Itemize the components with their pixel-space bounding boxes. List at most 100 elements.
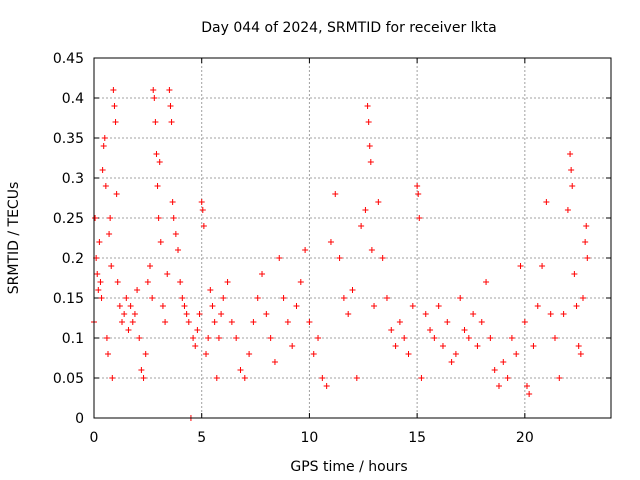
data-point: [134, 287, 141, 293]
data-point: [517, 263, 524, 269]
data-point: [183, 311, 190, 317]
data-point: [452, 351, 459, 357]
data-point: [280, 295, 287, 301]
data-point: [144, 279, 151, 285]
data-point: [233, 335, 240, 341]
data-point: [297, 279, 304, 285]
data-point: [100, 143, 107, 149]
data-point: [523, 383, 530, 389]
data-point: [564, 207, 571, 213]
data-point: [530, 343, 537, 349]
data-point: [129, 319, 136, 325]
data-point: [560, 311, 567, 317]
y-tick-label: 0.3: [62, 171, 84, 187]
data-point: [95, 287, 102, 293]
data-point: [418, 375, 425, 381]
data-point: [571, 271, 578, 277]
y-tick-label: 0.35: [53, 131, 84, 147]
data-point: [140, 375, 147, 381]
data-point: [110, 87, 117, 93]
data-point: [109, 375, 116, 381]
data-point: [94, 271, 101, 277]
data-point: [365, 119, 372, 125]
data-point: [568, 167, 575, 173]
data-point: [203, 351, 210, 357]
data-point: [379, 255, 386, 261]
data-point: [92, 215, 99, 221]
data-point: [371, 303, 378, 309]
data-point: [315, 335, 322, 341]
data-point: [196, 311, 203, 317]
data-point: [168, 119, 175, 125]
data-point: [111, 103, 118, 109]
data-point: [409, 303, 416, 309]
data-point: [237, 367, 244, 373]
y-tick-label: 0.1: [62, 331, 84, 347]
data-point: [465, 335, 472, 341]
data-point: [167, 103, 174, 109]
data-point: [575, 343, 582, 349]
data-point: [224, 279, 231, 285]
data-point: [431, 335, 438, 341]
y-axis-title: SRMTID / TECUs: [6, 182, 22, 295]
data-point: [461, 327, 468, 333]
data-point: [179, 295, 186, 301]
data-point: [123, 295, 130, 301]
grid-layer: [94, 58, 611, 418]
data-point: [156, 159, 163, 165]
data-point: [218, 311, 225, 317]
data-point: [569, 183, 576, 189]
data-point: [185, 319, 192, 325]
data-point: [136, 335, 143, 341]
data-point: [199, 207, 206, 213]
data-point: [113, 191, 120, 197]
data-point: [577, 351, 584, 357]
data-point: [276, 255, 283, 261]
data-point: [336, 255, 343, 261]
data-point: [487, 335, 494, 341]
data-point: [439, 343, 446, 349]
x-tick-label: 0: [90, 430, 99, 446]
data-point: [170, 215, 177, 221]
data-point: [483, 279, 490, 285]
data-point: [579, 295, 586, 301]
data-point: [250, 319, 257, 325]
data-point: [102, 183, 109, 189]
data-point: [114, 279, 121, 285]
data-point: [147, 263, 154, 269]
data-point: [142, 351, 149, 357]
data-point: [526, 391, 533, 397]
data-point: [584, 255, 591, 261]
data-point: [116, 303, 123, 309]
data-point: [435, 303, 442, 309]
x-tick-label: 15: [408, 430, 426, 446]
data-point: [416, 215, 423, 221]
data-point: [327, 239, 334, 245]
data-point: [414, 183, 421, 189]
y-tick-label: 0.4: [62, 91, 84, 107]
data-point: [491, 367, 498, 373]
data-point: [364, 103, 371, 109]
data-point: [457, 295, 464, 301]
data-point: [474, 343, 481, 349]
data-point: [427, 327, 434, 333]
data-point: [353, 375, 360, 381]
data-point: [103, 335, 110, 341]
data-point: [551, 335, 558, 341]
data-point: [213, 375, 220, 381]
data-point: [392, 343, 399, 349]
data-point: [154, 183, 161, 189]
data-point: [263, 311, 270, 317]
data-point: [98, 295, 105, 301]
data-point: [97, 279, 104, 285]
y-tick-label: 0.25: [53, 211, 84, 227]
x-axis-ticks: 0 5 10 15 20: [90, 58, 534, 446]
data-point: [205, 335, 212, 341]
data-point: [521, 319, 528, 325]
data-point: [267, 335, 274, 341]
data-point: [254, 295, 261, 301]
data-point: [159, 303, 166, 309]
data-point: [556, 375, 563, 381]
data-point: [349, 287, 356, 293]
data-point: [415, 191, 422, 197]
